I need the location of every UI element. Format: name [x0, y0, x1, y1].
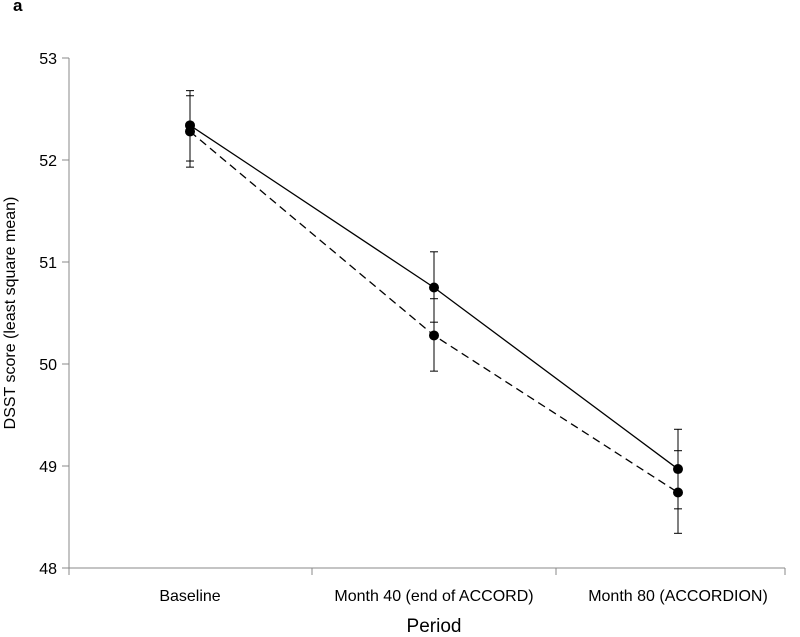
panel-label: a [13, 0, 23, 15]
x-axis-title: Period [407, 616, 462, 637]
y-tick-label: 53 [39, 51, 57, 68]
y-tick-label: 48 [39, 561, 57, 578]
axes [68, 58, 785, 569]
y-tick-label: 49 [39, 459, 57, 476]
x-tick-label: Baseline [159, 588, 220, 605]
data-point [673, 487, 683, 498]
x-tick-label: Month 80 (ACCORDION) [588, 588, 768, 605]
y-tick-label: 50 [39, 357, 57, 374]
series-layer [185, 90, 683, 534]
data-point [429, 282, 439, 293]
x-tick-label: Month 40 (end of ACCORD) [334, 588, 533, 605]
x-ticks: Baseline Month 40 (end of ACCORD) Month 80… [68, 568, 786, 605]
y-tick-label: 52 [39, 153, 57, 170]
data-point [429, 330, 439, 341]
y-axis-title: DSST score (least square mean) [2, 197, 19, 430]
data-point [185, 126, 195, 137]
y-tick-label: 51 [39, 255, 57, 272]
y-ticks: 48 49 50 51 52 53 [39, 51, 69, 578]
